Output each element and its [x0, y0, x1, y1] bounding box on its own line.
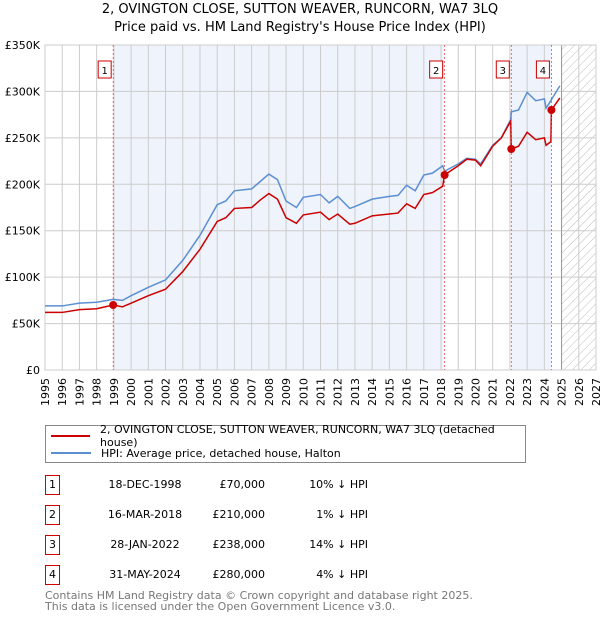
sale-date: 16-MAR-2018 [107, 508, 183, 521]
x-tick-label: 2013 [349, 378, 362, 406]
sale-label: 2 [433, 66, 439, 77]
sale-price: £280,000 [212, 568, 266, 581]
sale-marker-badge: 2 [45, 505, 60, 525]
sale-date: 31-MAY-2024 [109, 568, 181, 581]
x-tick-label: 2005 [211, 378, 224, 406]
shaded-period [511, 45, 552, 370]
x-tick-label: 2009 [280, 378, 293, 406]
x-tick-label: 2023 [521, 378, 534, 406]
sale-label-box [495, 60, 510, 79]
x-tick-label: 2006 [228, 378, 241, 406]
chart-subtitle: Price paid vs. HM Land Registry's House … [114, 20, 486, 35]
price-chart: 1 2 3 4 1995 1996 1997 1998 1999 2000 2001 2002 200… [5, 39, 600, 406]
sale-label-box [535, 60, 550, 79]
sale-price: £210,000 [212, 508, 266, 521]
sale-date: 18-DEC-1998 [108, 478, 182, 491]
x-tick-label: 2014 [366, 378, 379, 406]
x-tick-label: 2021 [487, 378, 500, 406]
sale-marker-badge: 3 [45, 535, 60, 555]
legend-item-hpi: HPI: Average price, detached house, Halt… [46, 445, 341, 461]
x-tick-label: 2024 [538, 378, 551, 406]
y-tick-label: £250K [5, 132, 41, 145]
x-tick-label: 2003 [177, 378, 190, 406]
sale-label: 4 [540, 66, 546, 77]
sale-hpi-diff: 1% ↓ HPI [316, 508, 368, 521]
sale-hpi-diff: 10% ↓ HPI [309, 478, 368, 491]
x-tick-label: 2026 [573, 378, 586, 406]
transaction-row: 3 28-JAN-2022 £238,000 14% ↓ HPI [45, 535, 445, 555]
transaction-row: 1 18-DEC-1998 £70,000 10% ↓ HPI [45, 475, 445, 495]
x-tick-label: 2010 [297, 378, 310, 406]
x-tick-label: 2016 [401, 378, 414, 406]
legend-item-property: 2, OVINGTON CLOSE, SUTTON WEAVER, RUNCOR… [46, 423, 525, 449]
legend-label: HPI: Average price, detached house, Halt… [101, 446, 341, 460]
sale-label-box [97, 60, 112, 79]
chart-title: 2, OVINGTON CLOSE, SUTTON WEAVER, RUNCOR… [101, 2, 499, 17]
x-tick-label: 2008 [263, 378, 276, 406]
x-tick-label: 2020 [469, 378, 482, 406]
sale-label: 3 [500, 66, 506, 77]
x-tick-label: 1995 [39, 378, 52, 406]
sale-label: 1 [101, 66, 107, 77]
sale-hpi-diff: 4% ↓ HPI [316, 568, 368, 581]
x-tick-label: 2019 [452, 378, 465, 406]
y-tick-label: £150K [5, 225, 41, 238]
series-line [45, 97, 561, 314]
x-tick-label: 2007 [246, 378, 259, 406]
shaded-period [113, 45, 445, 370]
footer-licence: This data is licensed under the Open Gov… [45, 600, 396, 613]
sale-marker-badge: 1 [45, 475, 60, 495]
x-tick-label: 1997 [73, 378, 86, 406]
sale-point [547, 106, 556, 114]
x-tick-label: 2015 [383, 378, 396, 406]
x-tick-label: 2002 [160, 378, 173, 406]
plot-frame [44, 44, 597, 371]
legend: 2, OVINGTON CLOSE, SUTTON WEAVER, RUNCOR… [45, 423, 526, 463]
y-tick-label: £300K [5, 85, 41, 98]
sale-price: £70,000 [219, 478, 266, 491]
legend-label: 2, OVINGTON CLOSE, SUTTON WEAVER, RUNCOR… [100, 423, 495, 449]
sale-point [109, 301, 118, 309]
x-tick-label: 2001 [142, 378, 155, 406]
transaction-row: 2 16-MAR-2018 £210,000 1% ↓ HPI [45, 505, 445, 525]
sale-hpi-diff: 14% ↓ HPI [309, 538, 368, 551]
legend-swatch-blue [51, 452, 91, 454]
y-tick-label: £0 [26, 364, 40, 377]
x-tick-label: 2027 [590, 378, 600, 406]
transaction-row: 4 31-MAY-2024 £280,000 4% ↓ HPI [45, 565, 445, 585]
x-tick-label: 2011 [315, 378, 328, 406]
sale-date: 28-JAN-2022 [110, 538, 180, 551]
y-tick-label: £50K [12, 318, 41, 331]
sale-price: £238,000 [212, 538, 266, 551]
sale-marker-badge: 4 [45, 565, 60, 585]
y-tick-label: £200K [5, 178, 41, 191]
x-tick-label: 2017 [418, 378, 431, 406]
x-tick-label: 2022 [504, 378, 517, 406]
y-tick-label: £350K [5, 39, 41, 52]
x-tick-label: 1999 [108, 378, 121, 406]
sale-point [440, 171, 449, 179]
x-tick-label: 1998 [91, 378, 104, 406]
sale-label-box [429, 60, 444, 79]
x-tick-label: 2012 [332, 378, 345, 406]
y-tick-label: £100K [5, 271, 41, 284]
x-tick-label: 2018 [435, 378, 448, 406]
footer-copyright: Contains HM Land Registry data © Crown c… [45, 589, 473, 602]
x-tick-label: 2025 [556, 378, 569, 406]
x-tick-label: 1996 [56, 378, 69, 406]
x-tick-label: 2004 [194, 378, 207, 406]
sale-point [507, 145, 516, 153]
legend-swatch-red [51, 435, 91, 437]
x-tick-label: 2000 [125, 378, 138, 406]
